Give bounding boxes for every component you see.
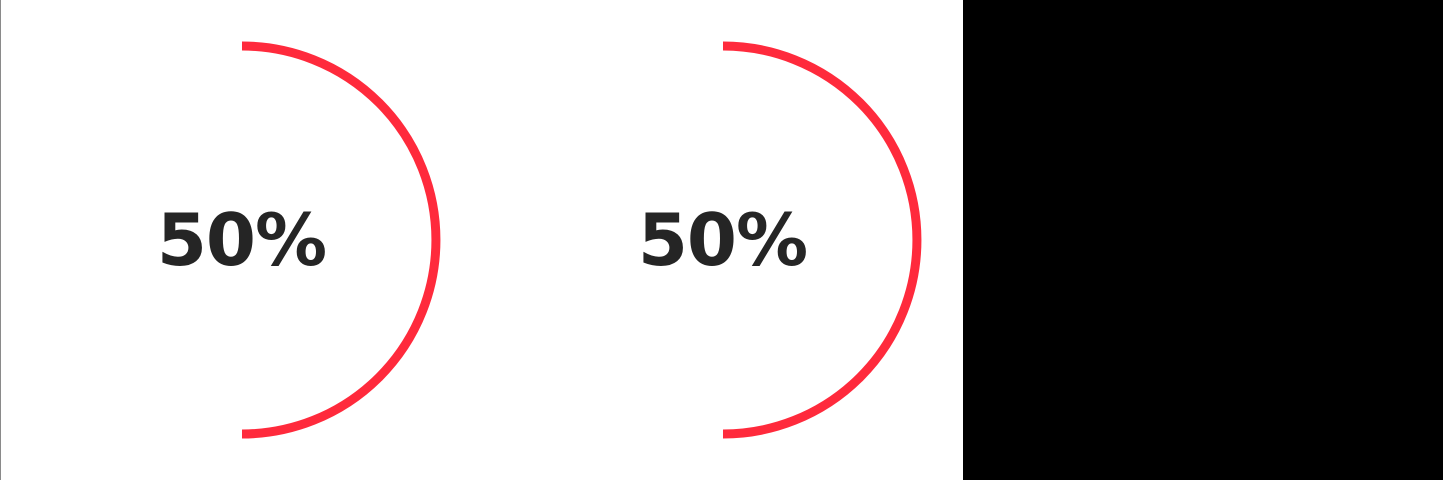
progress-gauge-1: 50%	[1, 0, 482, 480]
progress-arc-path-2	[722, 41, 922, 439]
progress-percent-label-2: 50%	[637, 198, 808, 282]
progress-arc-2	[722, 41, 922, 439]
progress-percent-label-1: 50%	[156, 198, 327, 282]
black-panel	[963, 0, 1443, 480]
progress-gauge-2: 50%	[482, 0, 963, 480]
progress-arc-1	[241, 41, 441, 439]
progress-arc-path-1	[241, 41, 441, 439]
